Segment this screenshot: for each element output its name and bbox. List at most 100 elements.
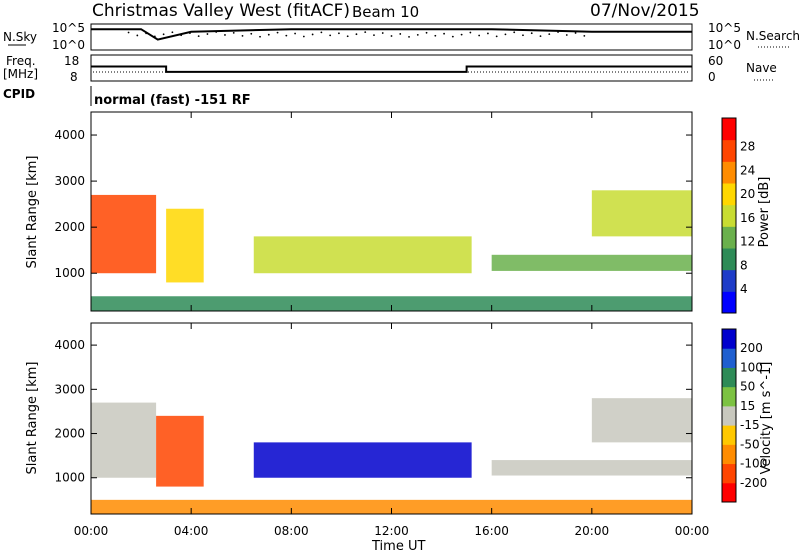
power-colorbar-tick-label: 12	[740, 235, 755, 249]
nsearch-dot	[276, 31, 279, 34]
nsearch-dot	[162, 33, 165, 36]
velocity-colorbar: 200 100 50 15 -15 -50 -100 -200	[721, 328, 767, 503]
velocity-ytick-label: 1000	[54, 471, 85, 485]
velocity-colorbar-label: Velocity [m s^-1]	[759, 362, 774, 475]
freq-tick-top: 18	[64, 54, 79, 68]
power-colorbar: 4 8 12 16 20 24 28	[721, 117, 755, 314]
nsearch-dot	[565, 34, 568, 36]
nsearch-dot	[434, 34, 437, 37]
velocity-colorbar-tick-label: 15	[740, 399, 755, 413]
power-colorbar-swatch	[722, 204, 736, 227]
cpid-value: normal (fast) -151 RF	[94, 93, 251, 108]
nsearch-dot	[250, 32, 253, 35]
nsearch-dot	[381, 32, 384, 34]
power-colorbar-swatch	[722, 118, 736, 141]
freq-series-line	[91, 65, 692, 73]
nsearch-dot	[399, 33, 402, 35]
x-tick-label: 12:00	[374, 524, 409, 538]
x-tick-label: 08:00	[274, 524, 309, 538]
nsearch-dot	[513, 31, 516, 34]
velocity-region	[91, 499, 692, 514]
power-colorbar-tick-label: 4	[740, 282, 748, 296]
velocity-colorbar-tick-label: -50	[740, 437, 760, 451]
velocity-colorbar-tick-label: -15	[740, 418, 760, 432]
nave-label: Nave	[746, 61, 777, 75]
nsearch-label: N.Search	[746, 29, 800, 43]
nsearch-dot	[451, 35, 454, 38]
velocity-region	[253, 442, 472, 478]
nsearch-dot	[530, 32, 533, 35]
nsky-tick-bottom: 10^0	[52, 38, 85, 52]
nsearch-dot	[425, 31, 428, 34]
freq-panel	[90, 54, 693, 82]
velocity-colorbar-swatch	[722, 425, 736, 445]
velocity-colorbar-tick-label: 100	[740, 360, 763, 374]
nsearch-dot	[338, 32, 340, 35]
power-colorbar-tick-label: 28	[740, 140, 755, 154]
nsky-label: N.Sky	[3, 30, 37, 44]
velocity-colorbar-swatch	[722, 405, 736, 426]
power-heatmap	[91, 190, 692, 311]
nsearch-dot	[259, 35, 261, 38]
freq-label-line1: Freq.	[6, 54, 36, 68]
nsearch-dot	[408, 36, 410, 38]
power-ytick-label: 1000	[54, 266, 85, 280]
nsearch-dot	[487, 32, 489, 35]
nsearch-dot	[346, 35, 349, 38]
velocity-colorbar-swatch	[722, 482, 736, 503]
nsearch-dot	[197, 35, 200, 37]
power-colorbar-frame	[721, 117, 737, 314]
nsearch-dot	[127, 31, 130, 34]
power-colorbar-tick-label: 24	[740, 163, 755, 177]
velocity-colorbar-tick-label: -100	[740, 457, 767, 471]
nsearch-dot	[416, 33, 419, 36]
velocity-colorbar-swatch	[722, 348, 736, 368]
nsearch-dot	[443, 32, 445, 35]
nsearch-dot	[294, 32, 296, 35]
nsearch-dot	[302, 35, 305, 38]
nsearch-dot	[460, 33, 463, 36]
nsearch-dot	[469, 31, 472, 34]
power-region	[91, 296, 692, 311]
power-axes: 1000 2000 3000 4000	[54, 112, 693, 311]
x-tick-label: 16:00	[474, 524, 509, 538]
velocity-colorbar-tick-label: 200	[740, 341, 763, 355]
power-region	[253, 236, 472, 274]
nsearch-dot	[171, 31, 174, 34]
velocity-axes: 1000 2000 3000 4000	[54, 323, 693, 514]
beam-label: Beam 10	[352, 3, 419, 21]
nsearch-tick-top: 10^5	[708, 21, 741, 35]
velocity-ylabel: Slant Range [km]	[25, 362, 40, 475]
nsearch-dot	[364, 31, 367, 34]
velocity-ytick-label: 3000	[54, 382, 85, 396]
velocity-colorbar-tick-label: 50	[740, 380, 755, 394]
power-ytick-label: 2000	[54, 220, 85, 234]
power-region	[91, 194, 157, 274]
velocity-region	[91, 402, 157, 478]
velocity-heatmap	[91, 398, 692, 514]
nsearch-dot	[189, 32, 191, 35]
freq-tick-bottom: 8	[70, 70, 78, 84]
nsearch-dot	[504, 33, 507, 36]
date-label: 07/Nov/2015	[590, 1, 700, 21]
nave-tick-bottom: 0	[708, 70, 716, 84]
nsearch-dot	[206, 33, 209, 35]
nsearch-dot	[145, 32, 147, 35]
velocity-colorbar-swatch	[722, 367, 736, 388]
x-tick-label: 20:00	[575, 524, 610, 538]
nsearch-dot	[311, 33, 314, 36]
nsearch-dot	[539, 35, 542, 38]
nsearch-dot	[224, 34, 226, 36]
nsearch-dot	[180, 34, 183, 37]
velocity-colorbar-swatch	[722, 444, 736, 465]
x-tick-label: 00:00	[74, 524, 109, 538]
power-ytick-label: 3000	[54, 174, 85, 188]
power-colorbar-tick-label: 20	[740, 187, 755, 201]
nsky-tick-top: 10^5	[52, 21, 85, 35]
nsky-series-line	[91, 28, 692, 41]
power-colorbar-swatch	[722, 269, 736, 292]
velocity-region	[591, 398, 692, 443]
power-ytick-label: 4000	[54, 128, 85, 142]
nsky-panel	[90, 23, 693, 51]
nsearch-dot	[153, 35, 156, 38]
